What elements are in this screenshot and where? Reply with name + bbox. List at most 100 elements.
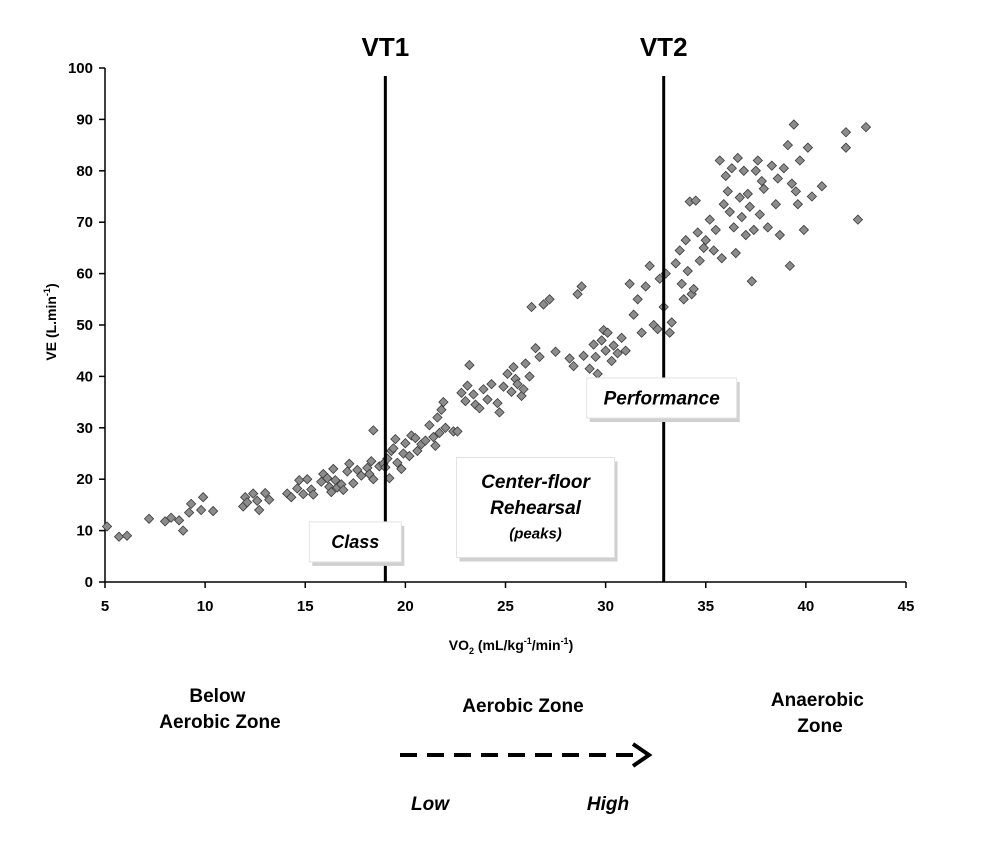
data-point bbox=[292, 483, 303, 494]
data-point bbox=[342, 466, 353, 477]
data-point bbox=[608, 340, 619, 351]
data-point bbox=[728, 222, 739, 233]
data-point bbox=[788, 119, 800, 130]
data-point bbox=[724, 206, 735, 218]
annotation-box-1: Center-floor Rehearsal (peaks) bbox=[456, 456, 618, 562]
y-tick-label: 90 bbox=[76, 111, 93, 128]
data-point bbox=[526, 301, 537, 313]
data-point bbox=[730, 247, 741, 259]
threshold-label-vt1: VT1 bbox=[362, 32, 410, 62]
data-point bbox=[400, 438, 411, 449]
data-point bbox=[440, 422, 451, 433]
y-axis-ticks: 0 10 20 30 40 50 60 70 80 90 100 bbox=[68, 60, 105, 591]
data-point bbox=[716, 253, 727, 264]
data-point bbox=[714, 155, 725, 166]
data-point bbox=[430, 440, 441, 451]
data-point bbox=[688, 283, 699, 295]
data-point bbox=[606, 355, 617, 367]
data-point bbox=[396, 463, 407, 475]
data-point bbox=[742, 188, 753, 200]
data-point bbox=[578, 350, 589, 362]
data-point bbox=[718, 199, 729, 210]
data-point bbox=[197, 492, 209, 503]
x-tick-label: 20 bbox=[397, 598, 414, 615]
data-point bbox=[438, 396, 449, 408]
data-point bbox=[428, 431, 439, 443]
data-point bbox=[456, 387, 467, 399]
data-point bbox=[860, 121, 872, 133]
x-tick-label: 45 bbox=[898, 598, 915, 615]
data-point bbox=[564, 353, 575, 364]
data-point bbox=[486, 378, 497, 390]
data-point bbox=[494, 407, 505, 418]
data-point bbox=[524, 371, 535, 382]
data-point bbox=[498, 381, 509, 392]
data-point bbox=[682, 265, 693, 277]
annotation-text: Performance bbox=[604, 389, 721, 410]
data-point bbox=[816, 181, 828, 192]
data-point bbox=[692, 227, 703, 238]
data-point bbox=[616, 332, 627, 344]
data-point bbox=[474, 403, 485, 414]
data-point bbox=[165, 512, 177, 523]
data-point bbox=[698, 242, 709, 254]
data-point bbox=[121, 530, 133, 541]
data-point bbox=[744, 201, 755, 212]
data-point bbox=[177, 525, 189, 536]
data-point bbox=[750, 165, 761, 176]
annotation-box-2: Performance bbox=[586, 377, 740, 422]
zone-labels: Below Aerobic Zone Aerobic Zone Anaerobi… bbox=[159, 686, 869, 737]
annotation-rect bbox=[308, 521, 402, 563]
data-point bbox=[113, 531, 125, 542]
data-point bbox=[802, 142, 814, 153]
data-point bbox=[404, 450, 415, 462]
data-point bbox=[207, 505, 219, 517]
data-point bbox=[252, 495, 263, 506]
data-point bbox=[740, 229, 751, 241]
data-point bbox=[518, 384, 529, 395]
data-point bbox=[308, 489, 319, 500]
data-point bbox=[173, 515, 185, 526]
data-point bbox=[748, 224, 759, 236]
data-point bbox=[568, 360, 579, 372]
data-point bbox=[424, 420, 435, 431]
data-point bbox=[704, 214, 715, 225]
data-point bbox=[840, 127, 852, 138]
data-point bbox=[462, 380, 473, 391]
x-tick-label: 30 bbox=[597, 598, 614, 615]
data-point bbox=[344, 458, 355, 469]
data-point bbox=[264, 494, 275, 505]
data-point bbox=[640, 281, 651, 292]
arrow-head-icon bbox=[631, 742, 653, 768]
data-point bbox=[680, 235, 691, 246]
data-point bbox=[792, 199, 804, 210]
zone-anaerobic: Anaerobic Zone bbox=[771, 690, 869, 737]
annotation-rect bbox=[586, 377, 738, 419]
data-point bbox=[143, 513, 155, 524]
y-tick-label: 60 bbox=[76, 266, 93, 283]
data-point bbox=[392, 457, 403, 468]
x-tick-label: 10 bbox=[197, 598, 214, 615]
y-tick-label: 0 bbox=[85, 574, 93, 591]
data-point bbox=[322, 473, 333, 484]
data-point bbox=[512, 378, 523, 390]
data-point bbox=[298, 488, 309, 500]
data-point bbox=[624, 278, 635, 290]
data-point bbox=[636, 327, 647, 338]
data-point bbox=[746, 276, 757, 287]
data-point bbox=[596, 335, 607, 346]
data-point bbox=[468, 389, 479, 400]
data-point bbox=[772, 173, 784, 184]
data-point bbox=[432, 412, 443, 423]
data-point bbox=[410, 432, 421, 444]
data-point bbox=[183, 507, 195, 518]
data-point bbox=[506, 386, 517, 397]
data-point bbox=[778, 163, 790, 174]
annotation-rect bbox=[456, 456, 616, 558]
data-point bbox=[840, 142, 852, 153]
data-point bbox=[602, 327, 613, 338]
data-point bbox=[388, 443, 399, 454]
data-point bbox=[502, 368, 513, 379]
threshold-label-vt2: VT2 bbox=[640, 32, 688, 62]
